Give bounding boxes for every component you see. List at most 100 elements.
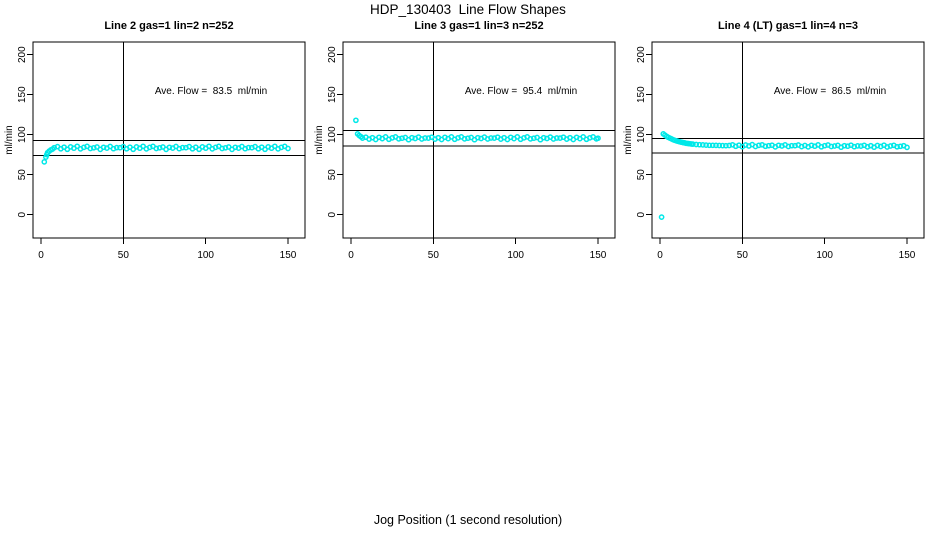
data-point — [709, 142, 716, 149]
subplot-title: Line 2 gas=1 lin=2 n=252 — [104, 20, 234, 32]
data-point — [395, 136, 402, 142]
data-point — [719, 142, 726, 149]
y-axis-ticks: 0 50 100 150 200 — [327, 46, 343, 217]
data-point — [399, 135, 405, 142]
data-point — [775, 142, 782, 149]
data-point — [271, 143, 278, 150]
y-tick-label: 50 — [327, 169, 338, 181]
data-point — [699, 142, 706, 148]
x-tick-label: 100 — [507, 250, 524, 261]
data-point — [488, 135, 494, 141]
data-point — [755, 142, 762, 149]
panel-line4: Line 4 (LT) gas=1 lin=4 n=3 ml/min 0 50 10… — [619, 20, 931, 270]
data-point — [219, 145, 225, 152]
data-point — [74, 143, 81, 150]
y-tick-label: 150 — [327, 86, 338, 103]
data-point — [140, 143, 146, 150]
y-axis-ticks: 0 50 100 150 200 — [636, 46, 652, 217]
data-point — [788, 142, 795, 149]
y-tick-label: 0 — [17, 211, 28, 217]
x-tick-label: 0 — [348, 250, 354, 261]
data-point — [206, 143, 212, 150]
plot-svg-line2: ml/min 0 50 100 150 200 0 50 100 150 — [4, 41, 306, 261]
y-tick-label: 100 — [17, 126, 28, 143]
data-point — [904, 144, 910, 151]
data-point — [553, 135, 560, 141]
x-tick-label: 50 — [737, 250, 749, 261]
x-tick-label: 50 — [118, 250, 130, 261]
panel-line2: Line 2 gas=1 lin=2 n=252 ml/min 0 50 100 15… — [0, 20, 312, 270]
data-point — [245, 144, 252, 151]
data-point — [527, 136, 534, 142]
data-point — [831, 143, 838, 149]
plot-box — [342, 41, 616, 239]
main-title: HDP_130403 Line Flow Shapes — [370, 2, 566, 17]
y-tick-label: 200 — [636, 46, 647, 63]
data-points — [353, 117, 601, 143]
plot-svg-line4: ml/min 0 50 100 150 200 0 50 100 150 — [623, 41, 925, 261]
x-tick-label: 50 — [428, 250, 440, 261]
data-point — [897, 143, 904, 150]
plot-svg-line3: ml/min 0 50 100 150 200 0 50 100 150 — [314, 41, 616, 261]
y-tick-label: 200 — [327, 46, 338, 63]
y-tick-label: 0 — [327, 211, 338, 217]
x-tick-label: 150 — [899, 250, 916, 261]
data-point — [821, 142, 828, 149]
data-point — [465, 135, 471, 142]
data-point — [690, 141, 696, 147]
data-point — [792, 142, 798, 149]
y-tick-label: 200 — [17, 46, 28, 63]
ave-flow-annotation: Ave. Flow = 83.5 ml/min — [154, 86, 268, 97]
data-point — [693, 141, 700, 148]
data-point — [461, 136, 468, 142]
y-tick-label: 150 — [17, 86, 28, 103]
data-point — [87, 145, 94, 152]
data-point — [723, 142, 729, 149]
y-tick-label: 150 — [636, 86, 647, 103]
x-tick-label: 150 — [590, 250, 607, 261]
data-points — [658, 131, 910, 220]
x-axis-ticks: 0 50 100 150 — [348, 238, 607, 261]
data-point — [353, 117, 359, 124]
x-tick-label: 100 — [816, 250, 833, 261]
data-point — [762, 143, 769, 150]
ave-flow-annotation: Ave. Flow = 86.5 ml/min — [773, 86, 887, 97]
data-points — [41, 143, 291, 165]
data-point — [854, 143, 861, 149]
data-point — [828, 143, 835, 150]
y-tick-label: 100 — [327, 126, 338, 143]
y-axis-label: ml/min — [4, 125, 15, 154]
subplot-title: Line 3 gas=1 lin=3 n=252 — [414, 20, 544, 32]
data-point — [726, 142, 733, 149]
panel-line3: Line 3 gas=1 lin=3 n=252 ml/min 0 50 100 15… — [310, 20, 622, 270]
data-point — [41, 159, 48, 165]
data-point — [179, 144, 186, 151]
x-tick-label: 150 — [280, 250, 297, 261]
data-point — [530, 135, 537, 142]
data-point — [595, 135, 601, 142]
x-axis-ticks: 0 50 100 150 — [38, 238, 297, 261]
data-point — [113, 144, 120, 151]
data-point — [765, 142, 772, 149]
data-point — [713, 142, 719, 149]
plot-box — [32, 41, 306, 239]
x-axis-ticks: 0 50 100 150 — [657, 238, 916, 261]
x-tick-label: 0 — [38, 250, 44, 261]
y-tick-label: 50 — [636, 169, 647, 181]
data-point — [703, 142, 709, 148]
x-tick-label: 0 — [657, 250, 663, 261]
data-point — [153, 145, 160, 152]
data-point — [285, 145, 291, 152]
subplot-title: Line 4 (LT) gas=1 lin=4 n=3 — [717, 20, 859, 32]
y-tick-label: 100 — [636, 126, 647, 143]
y-axis-ticks: 0 50 100 150 200 — [17, 46, 33, 217]
data-point — [422, 135, 428, 141]
y-tick-label: 0 — [636, 211, 647, 217]
y-axis-label: ml/min — [623, 125, 634, 154]
data-point — [716, 142, 723, 149]
data-point — [887, 143, 894, 149]
x-axis-title: Jog Position (1 second resolution) — [373, 513, 563, 527]
data-point — [696, 141, 703, 148]
x-tick-label: 100 — [197, 250, 214, 261]
